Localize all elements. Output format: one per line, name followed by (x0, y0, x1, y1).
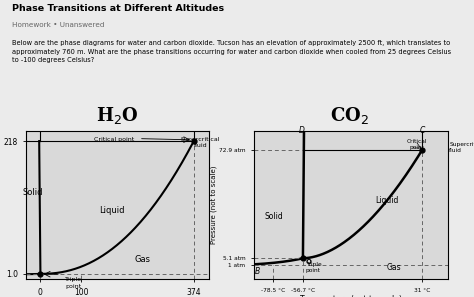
Text: D: D (299, 127, 304, 135)
Text: C: C (419, 127, 425, 135)
Text: Homework • Unanswered: Homework • Unanswered (12, 22, 104, 28)
Text: Phase Transitions at Different Altitudes: Phase Transitions at Different Altitudes (12, 4, 224, 13)
Y-axis label: Pressure (not to scale): Pressure (not to scale) (211, 166, 217, 244)
Text: H$_2$O: H$_2$O (96, 105, 139, 126)
Text: B: B (255, 267, 260, 276)
Text: Gas: Gas (386, 263, 401, 271)
Text: Below are the phase diagrams for water and carbon dioxide. Tucson has an elevati: Below are the phase diagrams for water a… (12, 40, 451, 63)
Text: Supercritical
fluid: Supercritical fluid (181, 137, 220, 148)
Text: Supercritical
fluid: Supercritical fluid (449, 142, 474, 153)
Text: Critical point: Critical point (94, 137, 135, 142)
Text: Triple
point: Triple point (306, 262, 321, 274)
Text: Triple
point: Triple point (65, 277, 82, 289)
Text: O: O (306, 259, 311, 265)
Text: Gas: Gas (135, 255, 151, 264)
Text: Liquid: Liquid (375, 195, 399, 205)
Text: Liquid: Liquid (100, 206, 125, 215)
Text: CO$_2$: CO$_2$ (330, 105, 369, 126)
Text: Solid: Solid (23, 188, 43, 197)
X-axis label: Temperature (not to scale): Temperature (not to scale) (300, 295, 401, 297)
Text: Critical
point: Critical point (406, 139, 427, 150)
Text: Solid: Solid (264, 211, 283, 220)
